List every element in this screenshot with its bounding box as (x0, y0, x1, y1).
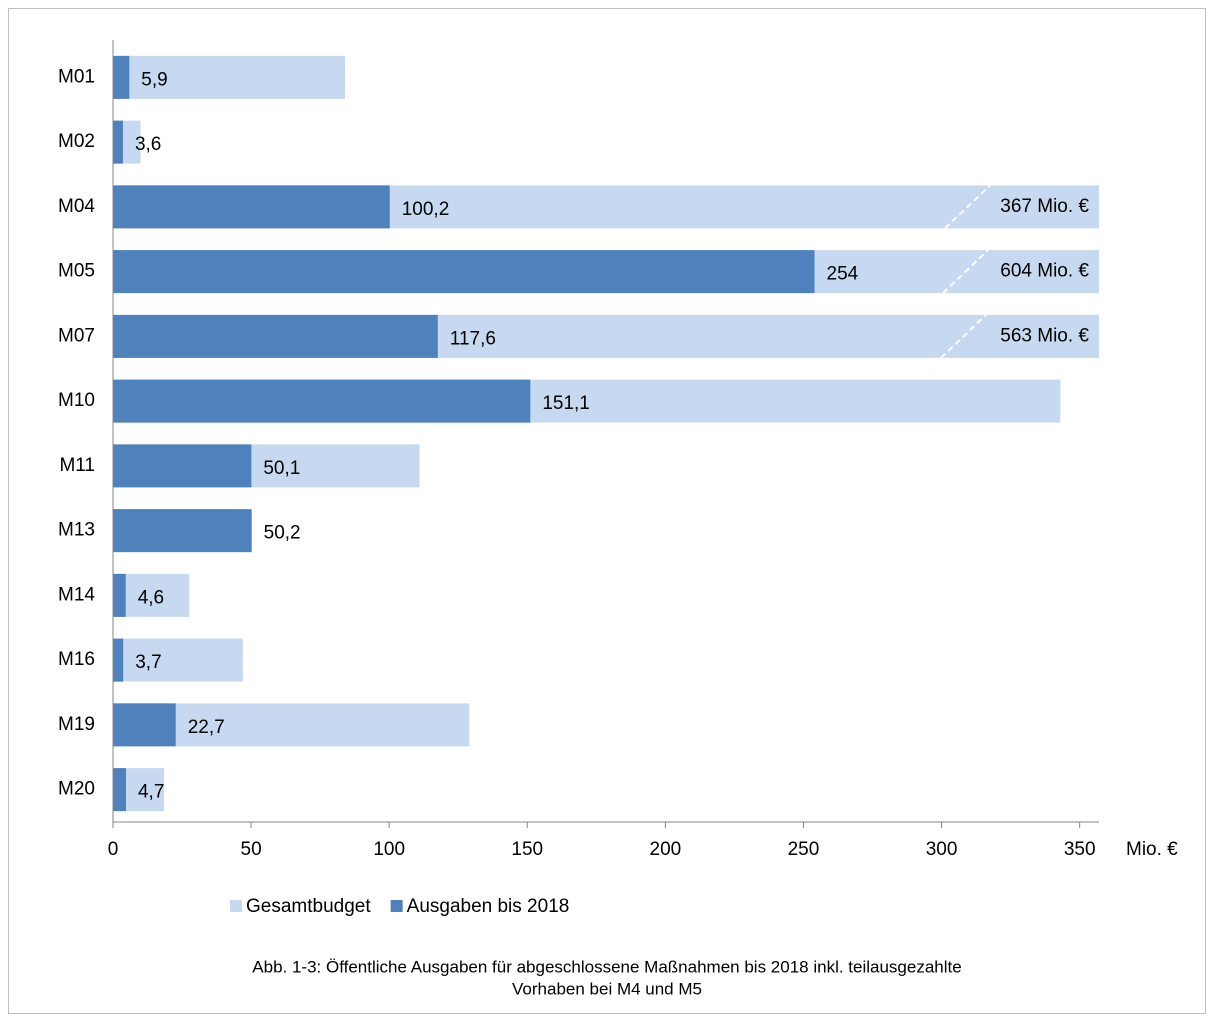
value-label: 4,6 (138, 587, 164, 608)
bar (113, 703, 176, 747)
value-label: 50,1 (263, 458, 300, 479)
bar (113, 185, 390, 229)
value-label: 254 (827, 264, 859, 285)
value-label: 5,9 (141, 69, 167, 90)
value-label: 604 Mio. € (1000, 261, 1089, 282)
x-tick-label: 0 (108, 839, 119, 860)
y-tick-label: M07 (58, 325, 95, 346)
caption: Vorhaben bei M4 und M5 (512, 979, 702, 998)
y-tick-label: M20 (58, 779, 95, 800)
bar (113, 573, 126, 617)
value-label: 100,2 (402, 199, 450, 220)
legend-swatch (230, 900, 242, 912)
caption: Abb. 1-3: Öffentliche Ausgaben für abges… (252, 957, 961, 976)
x-tick-label: 250 (788, 839, 820, 860)
value-label: 563 Mio. € (1000, 325, 1089, 346)
x-axis-label: Mio. € (1126, 839, 1178, 860)
value-label: 367 Mio. € (1000, 196, 1089, 217)
y-tick-label: M11 (59, 455, 95, 476)
y-tick-label: M16 (58, 649, 95, 670)
axis-break (944, 184, 991, 230)
x-tick-label: 100 (373, 839, 405, 860)
x-tick-label: 50 (241, 839, 262, 860)
axis-break (940, 314, 987, 359)
x-tick-label: 300 (926, 839, 958, 860)
bar (113, 768, 126, 812)
y-tick-label: M01 (58, 66, 95, 87)
bar (113, 55, 130, 99)
value-label: 3,6 (135, 134, 161, 155)
y-tick-label: M04 (58, 196, 95, 217)
legend-label: Gesamtbudget (246, 896, 371, 917)
y-tick-label: M05 (58, 261, 95, 282)
bar (113, 444, 252, 488)
bar (113, 509, 252, 553)
frame (8, 8, 1206, 1014)
value-label: 3,7 (135, 652, 161, 673)
bar (113, 250, 815, 294)
value-label: 151,1 (542, 393, 590, 414)
value-label: 117,6 (450, 328, 496, 349)
x-tick-label: 350 (1064, 839, 1096, 860)
y-tick-label: M14 (58, 584, 95, 605)
value-label: 50,2 (264, 523, 301, 544)
bar (113, 55, 345, 99)
x-tick-label: 200 (650, 839, 682, 860)
axis-break (942, 249, 989, 294)
y-tick-label: M13 (58, 520, 95, 541)
value-label: 22,7 (188, 717, 225, 738)
x-tick-label: 150 (511, 839, 543, 860)
bar (113, 120, 123, 164)
plot-area (113, 55, 1099, 812)
legend-swatch (390, 900, 403, 912)
y-tick-label: M02 (58, 131, 95, 152)
bar (113, 573, 190, 617)
legend-label: Ausgaben bis 2018 (407, 896, 570, 917)
bar (113, 379, 531, 423)
bar (113, 638, 243, 682)
bar (113, 638, 124, 682)
bar (113, 314, 438, 358)
value-label: 4,7 (138, 782, 164, 803)
y-tick-label: M10 (58, 390, 95, 411)
y-tick-label: M19 (58, 714, 95, 735)
